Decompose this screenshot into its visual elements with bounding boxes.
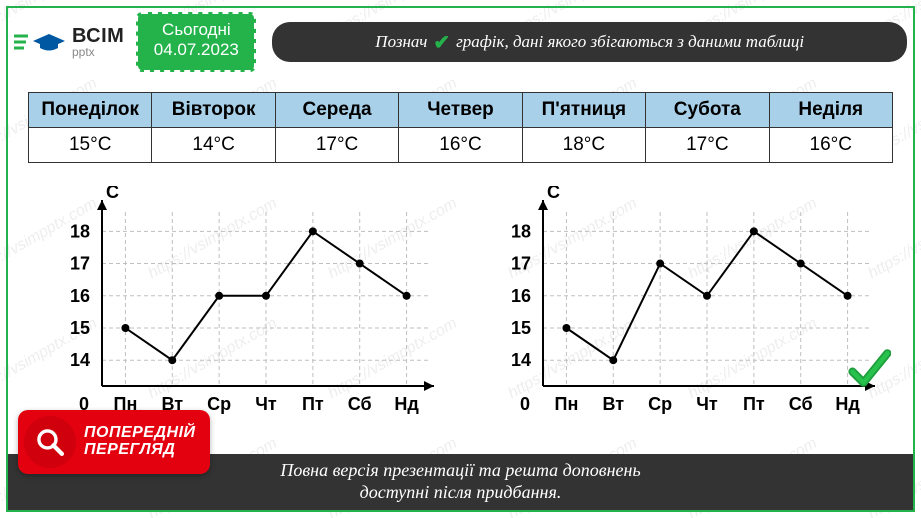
graduation-cap-icon [32, 32, 66, 52]
preview-line2: ПЕРЕГЛЯД [84, 442, 196, 459]
y-tick-label: 15 [511, 318, 531, 338]
logo: ВСІМ pptx [14, 26, 124, 58]
x-axis-arrow [424, 381, 434, 391]
y-tick-label: 18 [511, 221, 531, 241]
footer-text: Повна версія презентації та решта доповн… [280, 460, 640, 503]
data-marker [262, 292, 270, 300]
y-tick-label: 18 [70, 221, 90, 241]
y-tick-label: 16 [511, 286, 531, 306]
title-post: графік, дані якого збігаються з даними т… [456, 32, 804, 52]
x-tick-label: Сб [789, 394, 813, 414]
table-cell: 16°C [399, 128, 522, 163]
data-marker [562, 324, 570, 332]
data-marker [797, 260, 805, 268]
y-tick-label: 14 [70, 350, 90, 370]
check-icon: ✔ [433, 30, 450, 55]
preview-text: ПОПЕРЕДНІЙ ПЕРЕГЛЯД [84, 425, 196, 459]
data-marker [168, 356, 176, 364]
table-header: Понеділок [29, 93, 152, 128]
data-marker [609, 356, 617, 364]
data-marker [844, 292, 852, 300]
table-cell: 18°C [522, 128, 645, 163]
table-header: Середа [275, 93, 398, 128]
magnifier-icon [33, 425, 67, 459]
table-header: Неділя [769, 93, 892, 128]
y-tick-label: 14 [511, 350, 531, 370]
data-marker [215, 292, 223, 300]
charts-area: 1415161718ПнВтСрЧтПтСбНдC0 1415161718ПнВ… [40, 186, 881, 448]
footer-line2: доступні після придбання. [280, 482, 640, 504]
title-bar: Познач ✔ графік, дані якого збігаються з… [272, 22, 907, 62]
data-marker [121, 324, 129, 332]
table-cell: 15°C [29, 128, 152, 163]
table-header: Субота [646, 93, 769, 128]
table-cell: 17°C [275, 128, 398, 163]
table-cell: 16°C [769, 128, 892, 163]
x-tick-label: Ср [207, 394, 231, 414]
table-cell: 14°C [152, 128, 275, 163]
footer-line1: Повна версія презентації та решта доповн… [280, 460, 640, 482]
x-tick-label: Пн [555, 394, 579, 414]
y-tick-label: 16 [70, 286, 90, 306]
x-tick-label: Пт [743, 394, 765, 414]
y-tick-label: 15 [70, 318, 90, 338]
data-marker [656, 260, 664, 268]
data-marker [356, 260, 364, 268]
data-marker [403, 292, 411, 300]
table-header: Четвер [399, 93, 522, 128]
data-marker [703, 292, 711, 300]
logo-bot: pptx [72, 46, 124, 58]
date-badge-line1: Сьогодні [138, 20, 254, 40]
date-badge: Сьогодні 04.07.2023 [136, 12, 256, 72]
header: ВСІМ pptx Сьогодні 04.07.2023 Познач ✔ г… [14, 14, 907, 70]
table-header: П'ятниця [522, 93, 645, 128]
chart-left-svg: 1415161718ПнВтСрЧтПтСбНдC0 [40, 186, 440, 426]
data-marker [309, 227, 317, 235]
correct-check-icon [847, 346, 891, 402]
x-tick-label: Вт [602, 394, 624, 414]
chart-right-svg: 1415161718ПнВтСрЧтПтСбНдC0 [481, 186, 881, 426]
x-tick-label: Сб [348, 394, 372, 414]
logo-text: ВСІМ pptx [72, 26, 124, 58]
preview-badge: ПОПЕРЕДНІЙ ПЕРЕГЛЯД [18, 410, 210, 474]
x-tick-label: Ср [648, 394, 672, 414]
origin-label: 0 [520, 394, 530, 414]
logo-top: ВСІМ [72, 26, 124, 46]
x-tick-label: Нд [394, 394, 419, 414]
title-pre: Познач [375, 32, 427, 52]
data-table: ПонеділокВівторокСередаЧетверП'ятницяСуб… [28, 92, 893, 163]
y-axis-label: C [106, 186, 119, 202]
y-tick-label: 17 [511, 254, 531, 274]
table-cell: 17°C [646, 128, 769, 163]
preview-line1: ПОПЕРЕДНІЙ [84, 425, 196, 442]
data-marker [750, 227, 758, 235]
x-tick-label: Пт [302, 394, 324, 414]
logo-lines-icon [14, 32, 28, 52]
y-tick-label: 17 [70, 254, 90, 274]
magnifier-circle [24, 416, 76, 468]
x-tick-label: Чт [696, 394, 718, 414]
x-tick-label: Чт [255, 394, 277, 414]
y-axis-label: C [547, 186, 560, 202]
chart-right: 1415161718ПнВтСрЧтПтСбНдC0 [481, 186, 881, 426]
date-badge-line2: 04.07.2023 [138, 40, 254, 60]
table-header: Вівторок [152, 93, 275, 128]
chart-left: 1415161718ПнВтСрЧтПтСбНдC0 [40, 186, 440, 426]
